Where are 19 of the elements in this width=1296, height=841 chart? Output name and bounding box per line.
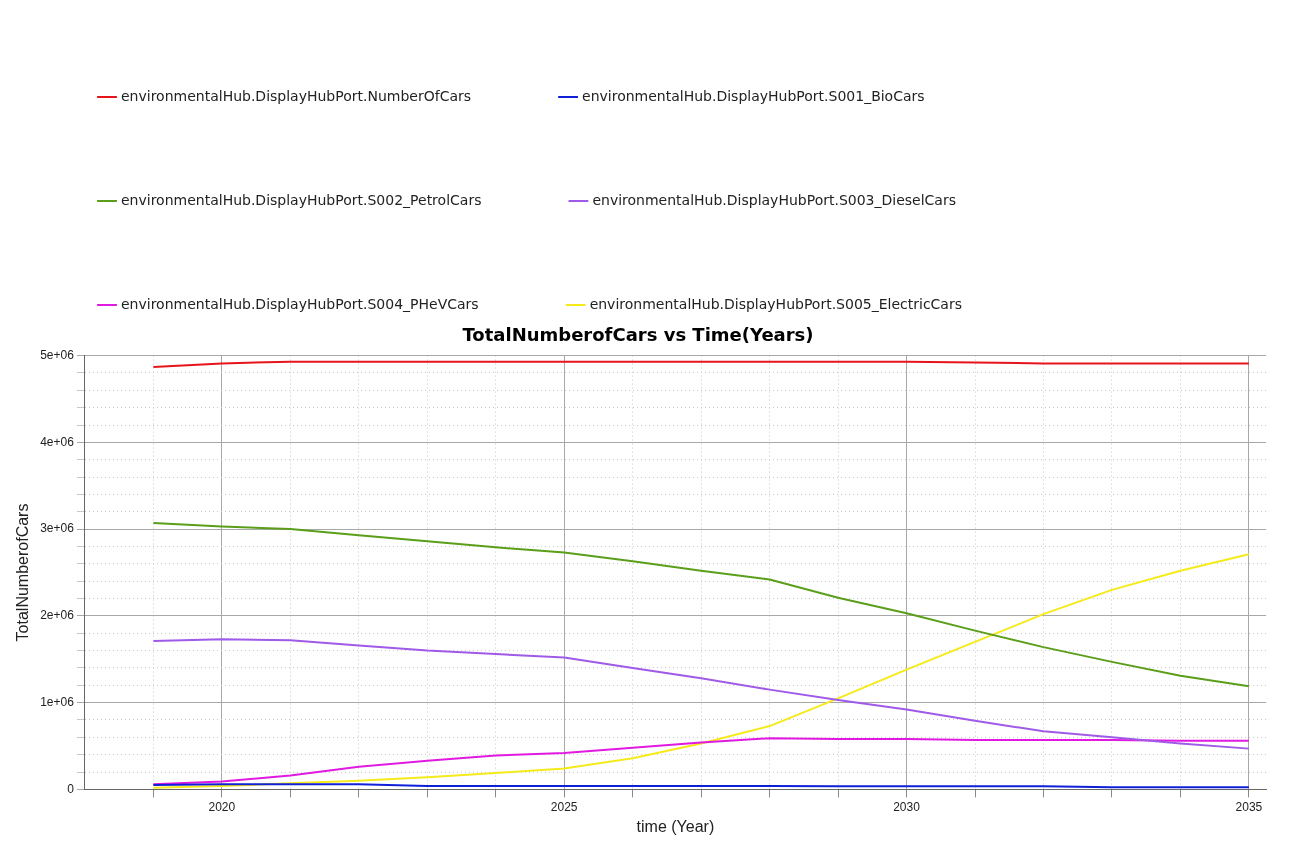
y-axis-title: TotalNumberofCars <box>14 503 32 642</box>
legend-label: environmentalHub.DisplayHubPort.S004_PHeVCars <box>121 295 479 312</box>
legend-label: environmentalHub.DisplayHubPort.S005_ElectricCars <box>589 295 962 312</box>
legend-label: environmentalHub.DisplayHubPort.S003_DieselCars <box>592 191 956 208</box>
x-tick-label: 2025 <box>550 799 578 814</box>
y-tick-label: 2e+06 <box>40 608 75 623</box>
y-tick-label: 4e+06 <box>40 434 75 449</box>
legend-label: environmentalHub.DisplayHubPort.S001_BioCars <box>582 87 925 104</box>
x-tick-label: 2030 <box>893 799 921 814</box>
x-axis-title: time (Year) <box>636 817 715 835</box>
legend-label: environmentalHub.DisplayHubPort.S002_PetrolCars <box>121 191 482 208</box>
x-tick-label: 2035 <box>1235 799 1263 814</box>
chart-title: TotalNumberofCars vs Time(Years) <box>462 324 814 346</box>
y-tick-label: 0 <box>67 781 75 796</box>
legend-label: environmentalHub.DisplayHubPort.NumberOfCars <box>121 87 472 104</box>
y-tick-label: 5e+06 <box>40 347 75 362</box>
y-tick-label: 3e+06 <box>40 521 75 536</box>
y-tick-label: 1e+06 <box>40 694 75 709</box>
x-tick-label: 2020 <box>208 799 236 814</box>
